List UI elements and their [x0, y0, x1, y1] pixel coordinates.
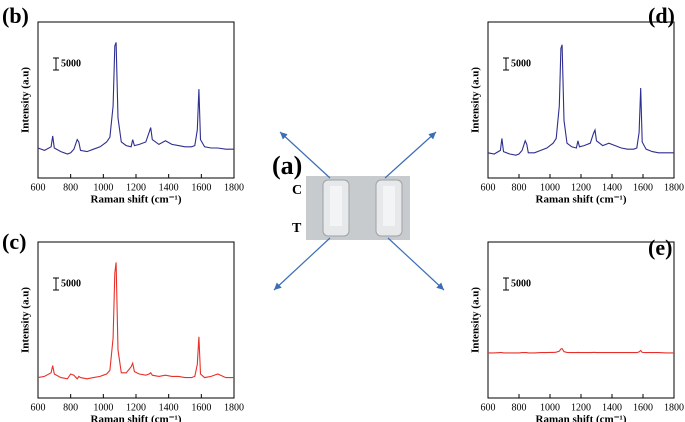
- x-tick-label: 800: [512, 182, 527, 193]
- x-tick-label: 800: [512, 402, 527, 413]
- panel-label: (e): [648, 235, 672, 260]
- scale-bar-label: 5000: [61, 278, 81, 289]
- spectrum-line: [37, 42, 234, 155]
- x-axis-label: Raman shift (cm⁻¹): [91, 194, 182, 206]
- x-tick-label: 1400: [159, 182, 179, 193]
- x-axis-label: Raman shift (cm⁻¹): [536, 414, 627, 422]
- x-tick-label: 1200: [126, 402, 146, 413]
- row-label: C: [292, 183, 302, 198]
- x-tick-label: 800: [63, 402, 78, 413]
- x-tick-label: 1600: [633, 402, 653, 413]
- x-tick-label: 1600: [191, 402, 211, 413]
- panel: 600 800 1000 1200 1400 1600 1800 Raman shift (c…: [2, 229, 244, 422]
- spectrum-line: [37, 262, 234, 380]
- x-tick-label: 600: [481, 182, 496, 193]
- spectrum-line: [487, 44, 674, 156]
- x-tick-label: 1400: [602, 402, 622, 413]
- x-tick-label: 600: [31, 402, 46, 413]
- x-tick-label: 600: [31, 182, 46, 193]
- photo: (a) C T: [272, 131, 445, 291]
- x-tick-label: 800: [63, 182, 78, 193]
- row-label: T: [292, 221, 302, 236]
- x-tick-label: 1800: [664, 402, 684, 413]
- spectrum-line: [488, 347, 674, 354]
- plot-frame: [487, 21, 675, 179]
- x-tick-label: 1000: [540, 402, 560, 413]
- y-axis-label: Intensity (a.u): [20, 67, 32, 133]
- x-tick-label: 1400: [159, 402, 179, 413]
- plot-frame: [487, 241, 675, 399]
- x-tick-label: 1600: [191, 182, 211, 193]
- y-axis-label: Intensity (a.u): [470, 67, 482, 133]
- x-tick-label: 1000: [93, 182, 113, 193]
- panel: 600 800 1000 1200 1400 1600 1800 Raman shift (c…: [470, 3, 684, 205]
- x-tick-label: 600: [481, 402, 496, 413]
- x-axis-label: Raman shift (cm⁻¹): [91, 414, 182, 422]
- scale-bar: [53, 57, 59, 71]
- scale-bar-label: 5000: [511, 278, 531, 289]
- panel-label: (d): [648, 3, 675, 28]
- x-tick-label: 1400: [602, 182, 622, 193]
- plot-frame: [37, 21, 235, 179]
- x-tick-label: 1800: [224, 402, 244, 413]
- y-axis-label: Intensity (a.u): [470, 287, 482, 353]
- x-tick-label: 1200: [571, 182, 591, 193]
- x-tick-label: 1800: [664, 182, 684, 193]
- x-tick-label: 1600: [633, 182, 653, 193]
- x-tick-label: 1000: [93, 402, 113, 413]
- plot-frame: [37, 241, 235, 399]
- panel: 600 800 1000 1200 1400 1600 1800 Raman shift (c…: [2, 3, 244, 205]
- x-tick-label: 1800: [224, 182, 244, 193]
- x-tick-label: 1200: [571, 402, 591, 413]
- panel-label: (c): [2, 229, 26, 254]
- x-axis-label: Raman shift (cm⁻¹): [536, 194, 627, 206]
- scale-bar: [503, 277, 509, 291]
- photo-label: (a): [272, 151, 302, 180]
- x-tick-label: 1200: [126, 182, 146, 193]
- scale-bar-label: 5000: [511, 58, 531, 69]
- scale-bar: [503, 57, 509, 71]
- x-tick-label: 1000: [540, 182, 560, 193]
- scale-bar-label: 5000: [61, 58, 81, 69]
- panel-label: (b): [2, 3, 29, 28]
- panel: 600 800 1000 1200 1400 1600 1800 Raman shift (c…: [470, 235, 684, 422]
- scale-bar: [53, 277, 59, 291]
- y-axis-label: Intensity (a.u): [20, 287, 32, 353]
